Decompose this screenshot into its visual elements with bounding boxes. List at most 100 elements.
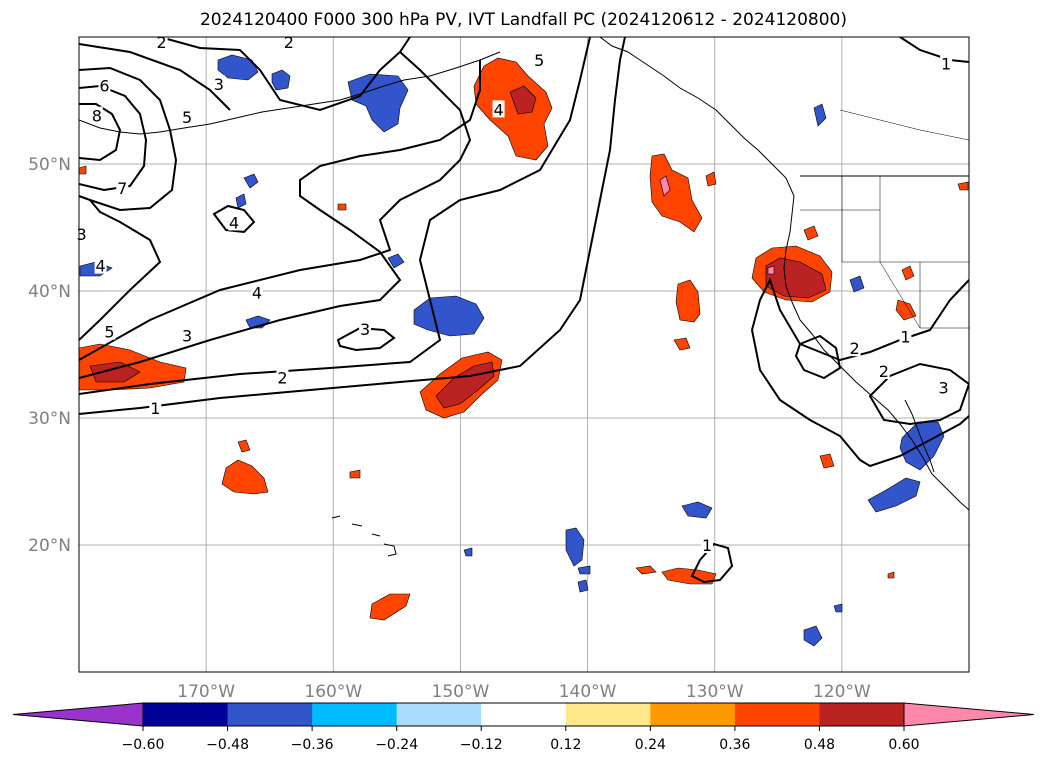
contour-label: 4	[493, 100, 503, 119]
contour-label: 3	[360, 320, 370, 339]
contour-1	[79, 37, 626, 415]
colorbar-frame	[142, 702, 905, 727]
positive-region	[673, 337, 691, 351]
positive-region	[901, 265, 915, 281]
contour-label: 1	[702, 536, 712, 555]
lon-tick-label: 160°W	[304, 682, 362, 702]
negative-region	[243, 173, 259, 189]
contour-small-4	[212, 204, 256, 234]
positive-region	[675, 279, 701, 323]
positive-region	[221, 459, 269, 495]
negative-region	[577, 565, 591, 575]
hawaii-islands	[331, 515, 397, 557]
contour-label-bg	[533, 50, 546, 68]
negative-region	[271, 69, 291, 91]
negative-region	[813, 103, 827, 127]
negative-region	[803, 625, 823, 647]
colorbar-tick-label: 0.48	[804, 737, 835, 753]
positive-region	[765, 257, 827, 299]
contour-6	[79, 66, 178, 212]
contour-label-bg	[899, 327, 912, 345]
colorbar-tick-label: 0.12	[550, 737, 581, 753]
negative-region	[681, 501, 713, 519]
contour-label-bg	[492, 100, 505, 118]
contour-label: 1	[150, 399, 160, 418]
contour-label-bg	[359, 320, 372, 338]
negative-region	[235, 193, 247, 209]
contour-label-bg	[937, 378, 950, 396]
positive-region	[349, 469, 361, 479]
positive-region	[887, 571, 895, 579]
positive-region	[509, 85, 537, 115]
contour-label: 3	[938, 379, 948, 398]
positive-region	[89, 361, 141, 383]
positive-region	[767, 265, 775, 275]
contour-upper-left	[79, 43, 231, 111]
positive-region	[369, 593, 411, 621]
lon-tick-label: 120°W	[813, 682, 871, 702]
contour-label-bg	[228, 213, 241, 231]
contour-5	[79, 199, 162, 341]
contour-label: 2	[879, 362, 889, 381]
contour-label: 4	[252, 283, 262, 302]
contour-label-bg	[877, 362, 890, 380]
contour-1-hawaii	[690, 542, 734, 584]
contour-label-bg	[94, 256, 107, 274]
colorbar-segment	[650, 703, 736, 726]
negative-region	[463, 547, 473, 557]
colorbar-under-extension	[12, 702, 144, 727]
positive-region	[649, 153, 703, 233]
colorbar-segment	[734, 703, 820, 726]
contour-label: 5	[182, 108, 192, 127]
positive-region	[79, 165, 87, 175]
lat-tick-label: 30°N	[28, 409, 71, 429]
colorbar-segment	[819, 703, 905, 726]
latitude-labels: 20°N 30°N 40°N 50°N	[28, 155, 71, 556]
lon-tick-label: 170°W	[177, 682, 235, 702]
negative-region	[849, 275, 865, 293]
colorbar-segment	[312, 703, 398, 726]
longitude-labels: 170°W 160°W 150°W 140°W 130°W 120°W	[177, 682, 871, 702]
contour-label: 1	[900, 328, 910, 347]
contour-label-bg	[90, 106, 103, 124]
positive-region	[705, 171, 717, 187]
contour-label-bg	[116, 179, 129, 197]
colorbar-tick-label: 0.60	[888, 737, 919, 753]
negative-region	[867, 477, 921, 513]
negative-region	[217, 54, 259, 81]
contour-label: 6	[99, 76, 109, 95]
colorbar-segment	[227, 703, 313, 726]
contour-2	[79, 37, 591, 395]
contour-3	[79, 60, 481, 379]
colorbar-tick-label: −0.36	[291, 737, 334, 753]
north-america-coastline	[599, 37, 969, 511]
negative-region	[577, 579, 589, 593]
canada-interior-borders	[839, 109, 969, 141]
lon-tick-label: 150°W	[432, 682, 490, 702]
colorbar-segment	[481, 703, 567, 726]
coastlines	[79, 37, 969, 557]
contour-loop-se	[750, 277, 969, 468]
contour-label-bg	[181, 108, 194, 126]
colorbar-segment	[143, 703, 229, 726]
negative-region	[347, 73, 409, 133]
positive-region	[661, 567, 717, 585]
contour-label-bg	[251, 283, 263, 301]
lat-tick-label: 50°N	[28, 155, 71, 175]
contour-upper	[159, 37, 411, 112]
colorbar-segment	[396, 703, 482, 726]
contour-label-bg	[181, 326, 194, 344]
negative-region	[565, 527, 585, 567]
positive-region	[803, 225, 819, 241]
contour-label-bg	[276, 368, 289, 386]
contour-label: 2	[284, 33, 294, 52]
positive-region	[337, 203, 347, 211]
contour-label-bg	[98, 76, 111, 94]
state-lines	[800, 176, 969, 329]
baja-california	[904, 399, 935, 473]
contour-label: 3	[214, 75, 224, 94]
contour-label-bg	[940, 54, 953, 72]
positive-region	[895, 299, 917, 321]
positive-region	[237, 439, 251, 453]
